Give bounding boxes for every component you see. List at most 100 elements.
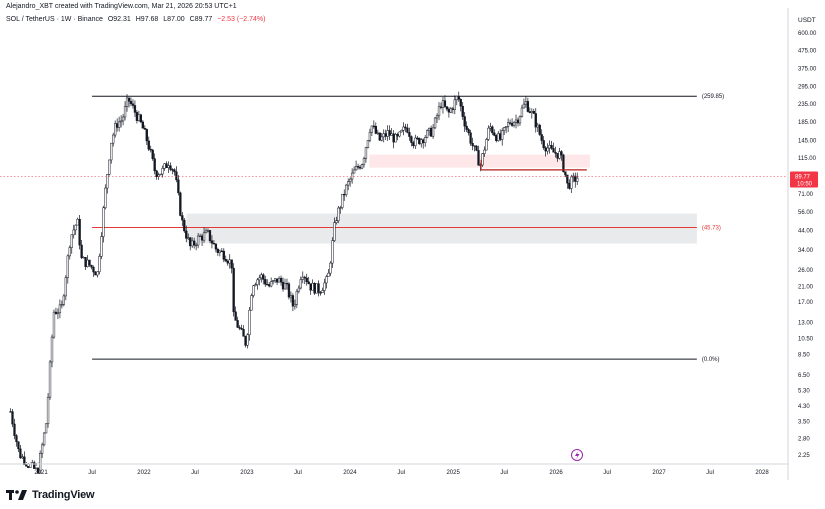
- candle-body: [173, 169, 176, 173]
- candle-body: [350, 172, 354, 180]
- candle-body: [19, 448, 22, 459]
- candle-body: [123, 106, 127, 118]
- candle-body: [194, 244, 198, 247]
- candle-body: [208, 230, 212, 242]
- candle-body: [414, 137, 417, 147]
- candle-body: [291, 295, 295, 307]
- candle-body: [451, 108, 454, 110]
- price-axis-title: USDT: [798, 17, 816, 24]
- price-axis[interactable]: 600.00 475.00 375.00 295.00 235.00 185.00 145.…: [798, 31, 817, 459]
- zone-box: [186, 213, 697, 244]
- candle-body: [429, 127, 433, 137]
- candle-body: [198, 235, 202, 238]
- time-tick-label: 2022: [137, 470, 151, 476]
- candle-body: [499, 133, 502, 140]
- candle-body: [505, 126, 508, 128]
- time-tick-label: Jul: [191, 470, 199, 476]
- candle-body: [366, 140, 370, 148]
- time-tick-label: Jul: [397, 470, 405, 476]
- candle-body: [279, 277, 283, 283]
- candle-body: [66, 255, 69, 278]
- level-label: (45.73): [702, 225, 721, 231]
- candle-body: [165, 163, 168, 168]
- zones-layer: [186, 154, 697, 244]
- candle-body: [151, 149, 154, 159]
- candle-body: [177, 179, 180, 194]
- symbol-name[interactable]: SOL / TetherUS · 1W · Binance: [6, 16, 103, 23]
- candle-body: [400, 130, 403, 133]
- candle-body: [445, 106, 449, 110]
- candle-body: [275, 278, 279, 283]
- candle-body: [516, 119, 520, 124]
- price-tick-label: 8.50: [798, 353, 810, 359]
- candle-body: [408, 132, 411, 137]
- candle-body: [273, 278, 277, 281]
- symbol-legend[interactable]: SOL / TetherUS · 1W · Binance O92.31 H97…: [6, 16, 268, 23]
- candle-body: [463, 116, 466, 127]
- candle-body: [335, 220, 338, 223]
- price-tick-label: 21.00: [798, 284, 814, 290]
- candle-body: [512, 121, 516, 126]
- candle-body: [546, 147, 549, 152]
- candle-body: [218, 250, 221, 253]
- candle-body: [532, 111, 535, 114]
- candle-body: [169, 165, 172, 170]
- candle-body: [506, 122, 510, 127]
- ohlc-high: H97.68: [135, 16, 159, 23]
- price-chart[interactable]: (259.85) (45.73) (0.0%) USDT 600.00 475.00 3…: [0, 0, 825, 480]
- candle-body: [568, 182, 571, 189]
- price-tick-label: 13.00: [798, 320, 814, 326]
- candle-body: [283, 282, 287, 290]
- candle-body: [121, 116, 125, 122]
- candle-body: [220, 250, 223, 253]
- candle-body: [94, 271, 97, 276]
- candle-body: [360, 164, 364, 169]
- price-tick-label: 2.25: [798, 453, 810, 459]
- candle-body: [216, 248, 220, 253]
- candle-body: [469, 132, 472, 144]
- candle-body: [181, 215, 184, 221]
- candle-body: [364, 147, 368, 159]
- lightning-icon: [575, 451, 580, 460]
- candle-body: [293, 304, 297, 307]
- overlays-layer: [0, 159, 788, 177]
- candle-body: [394, 134, 397, 143]
- event-marker[interactable]: [571, 449, 583, 461]
- candle-body: [29, 463, 32, 468]
- candle-body: [352, 169, 356, 174]
- candle-body: [528, 111, 531, 113]
- time-axis[interactable]: 2021 Jul 2022 Jul 2023 Jul 2024 Jul 2025 Jul 2026 J…: [34, 470, 769, 476]
- candle-body: [424, 137, 427, 144]
- candle-body: [309, 283, 312, 291]
- candle-body: [341, 193, 344, 208]
- price-tick-label: 56.00: [798, 210, 814, 216]
- candle-body: [287, 283, 291, 298]
- candle-body: [131, 103, 135, 106]
- candle-body: [483, 149, 486, 154]
- time-tick-label: Jul: [294, 470, 302, 476]
- candle-body: [518, 116, 522, 124]
- candle-body: [538, 124, 541, 135]
- candle-body: [327, 272, 330, 277]
- candle-body: [307, 281, 310, 284]
- ohlc-low: L87.00: [163, 16, 185, 23]
- candle-body: [206, 230, 210, 232]
- candle-body: [524, 101, 528, 105]
- ohlc-change: −2.53 (−2.74%): [217, 16, 266, 23]
- candle-body: [467, 129, 470, 134]
- candle-body: [433, 117, 437, 129]
- candle-body: [372, 125, 376, 128]
- candle-body: [325, 276, 328, 284]
- candle-body: [228, 259, 231, 264]
- ohlc-close: C89.77: [189, 16, 213, 23]
- candle-body: [256, 279, 259, 285]
- candle-body: [510, 123, 514, 126]
- tradingview-footer[interactable]: TradingView: [6, 487, 95, 503]
- candle-body: [497, 133, 500, 141]
- candle-body: [431, 127, 435, 137]
- candle-body: [437, 106, 441, 117]
- candle-body: [125, 97, 129, 107]
- candle-body: [329, 262, 332, 274]
- candle-body: [232, 267, 235, 313]
- candle-body: [297, 287, 300, 292]
